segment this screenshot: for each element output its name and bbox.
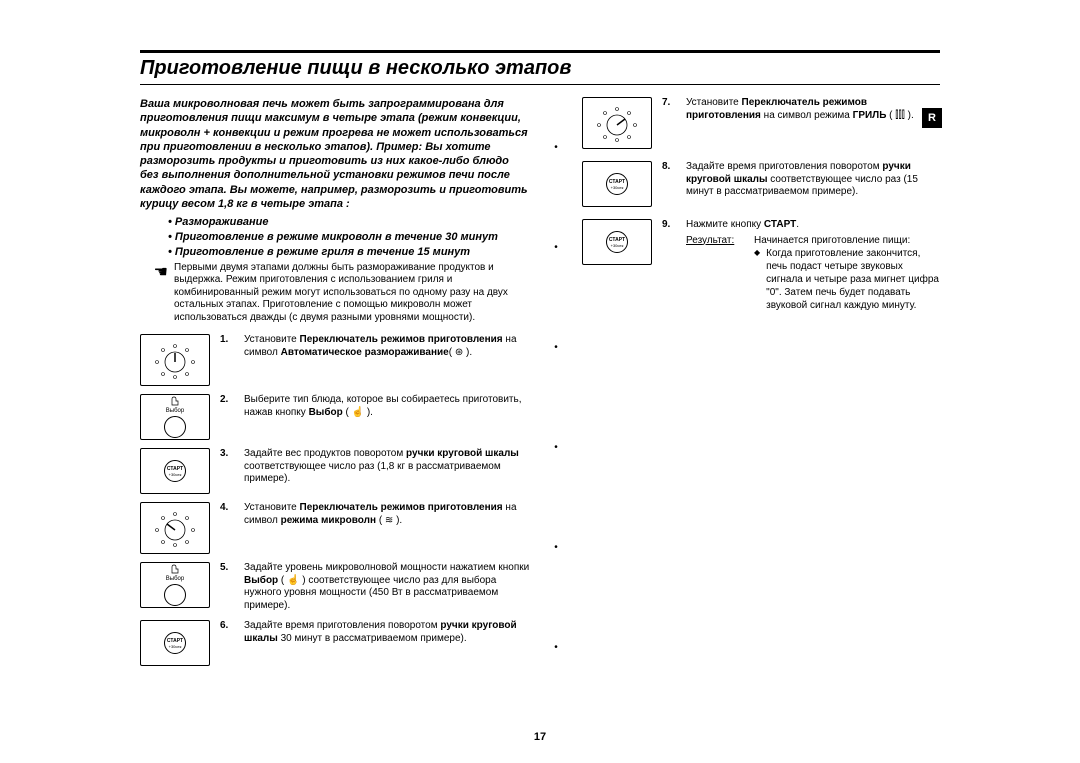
step-7-row: 7. Установите Переключатель режимов приг… <box>582 97 940 149</box>
note-row: ☚ Первыми двумя этапами должны быть разм… <box>140 262 530 325</box>
dial-icon <box>140 334 210 386</box>
step-text: Задайте вес продуктов поворотом ручки кр… <box>244 448 530 486</box>
step-text: Выберите тип блюда, которое вы собираете… <box>244 394 530 419</box>
start-circle: СТАРТ +30сек <box>606 231 628 253</box>
dot-icon: • <box>554 542 558 553</box>
finger-icon <box>168 564 182 574</box>
intro-paragraph: Ваша микроволновая печь может быть запро… <box>140 97 530 211</box>
dot-icon: • <box>554 342 558 353</box>
step-text: Нажмите кнопку СТАРТ. <box>686 219 940 232</box>
step-text: Установите Переключатель режимов пригото… <box>244 502 530 527</box>
step-text: Установите Переключатель режимов пригото… <box>244 334 530 359</box>
note-text: Первыми двумя этапами должны быть размор… <box>174 262 530 325</box>
step-text: Задайте время приготовления поворотом ру… <box>686 161 940 199</box>
bullet-microwave: Приготовление в режиме микроволн в течен… <box>168 230 530 245</box>
step-number: 2. <box>220 394 234 405</box>
diamond-icon: ◆ <box>754 247 760 312</box>
stage-bullets: Размораживание Приготовление в режиме ми… <box>140 215 530 260</box>
result-row: Результат: Начинается приготовление пищи… <box>686 234 940 312</box>
result-line1: Начинается приготовление пищи: <box>754 234 940 247</box>
step-4-row: 4. Установите Переключатель режимов приг… <box>140 502 530 554</box>
step-text: Задайте время приготовления поворотом ру… <box>244 620 530 645</box>
start-circle: СТАРТ +30сек <box>606 173 628 195</box>
title-section: Приготовление пищи в несколько этапов <box>140 50 940 85</box>
result-body: Начинается приготовление пищи: ◆ Когда п… <box>754 234 940 312</box>
step-number: 3. <box>220 448 234 459</box>
circle-button <box>164 416 186 438</box>
result-label: Результат: <box>686 234 746 312</box>
thirty-label: +30сек <box>611 243 624 248</box>
bullet-grill: Приготовление в режиме гриля в течение 1… <box>168 245 530 260</box>
connector-dots: • • • • • • <box>550 97 562 697</box>
left-steps: 1. Установите Переключатель режимов приг… <box>140 334 530 666</box>
thirty-label: +30сек <box>169 472 182 477</box>
step-5-row: Выбор 5. Задайте уровень микроволновой м… <box>140 562 530 612</box>
dot-icon: • <box>554 242 558 253</box>
dot-icon: • <box>554 442 558 453</box>
step-9-row: СТАРТ +30сек 9. Нажмите кнопку СТАРТ. Ре… <box>582 219 940 312</box>
circle-button <box>164 584 186 606</box>
start-button-icon: СТАРТ +30сек <box>582 161 652 207</box>
select-label: Выбор <box>166 408 184 414</box>
step-number: 9. <box>662 219 676 230</box>
step-number: 7. <box>662 97 676 108</box>
step-text: Установите Переключатель режимов пригото… <box>686 97 940 122</box>
step-text: Задайте уровень микроволновой мощности н… <box>244 562 530 612</box>
mode-dial-svg <box>145 340 205 380</box>
step-2-row: Выбор 2. Выберите тип блюда, которое вы … <box>140 394 530 440</box>
right-steps: 7. Установите Переключатель режимов приг… <box>582 97 940 312</box>
step-number: 5. <box>220 562 234 573</box>
select-button-icon: Выбор <box>140 562 210 608</box>
step-6-row: СТАРТ +30сек 6. Задайте время приготовле… <box>140 620 530 666</box>
step-8-row: СТАРТ +30сек 8. Задайте время приготовле… <box>582 161 940 207</box>
dial-icon <box>140 502 210 554</box>
pointing-hand-icon: ☚ <box>140 262 168 325</box>
thirty-label: +30сек <box>169 644 182 649</box>
step-number: 1. <box>220 334 234 345</box>
step-3-row: СТАРТ +30сек 3. Задайте вес продуктов по… <box>140 448 530 494</box>
step-number: 6. <box>220 620 234 631</box>
result-line2: Когда приготовление закончится, печь под… <box>766 247 940 312</box>
right-column: 7. Установите Переключатель режимов приг… <box>582 97 940 697</box>
bullet-defrost: Размораживание <box>168 215 530 230</box>
step-9-body: Нажмите кнопку СТАРТ. Результат: Начинае… <box>686 219 940 312</box>
start-button-icon: СТАРТ +30сек <box>140 620 210 666</box>
page-number: 17 <box>534 731 546 743</box>
mode-dial-svg <box>587 103 647 143</box>
start-button-icon: СТАРТ +30сек <box>140 448 210 494</box>
dot-icon: • <box>554 142 558 153</box>
side-tab: R <box>922 108 942 128</box>
dial-icon <box>582 97 652 149</box>
page-title: Приготовление пищи в несколько этапов <box>140 57 940 80</box>
step-1-row: 1. Установите Переключатель режимов приг… <box>140 334 530 386</box>
select-label: Выбор <box>166 576 184 582</box>
select-button-icon: Выбор <box>140 394 210 440</box>
step-number: 8. <box>662 161 676 172</box>
left-column: Ваша микроволновая печь может быть запро… <box>140 97 530 697</box>
dot-icon: • <box>554 642 558 653</box>
result-detail: ◆ Когда приготовление закончится, печь п… <box>754 247 940 312</box>
start-circle: СТАРТ +30сек <box>164 460 186 482</box>
content-columns: Ваша микроволновая печь может быть запро… <box>140 97 940 697</box>
thirty-label: +30сек <box>611 185 624 190</box>
finger-icon <box>168 396 182 406</box>
start-circle: СТАРТ +30сек <box>164 632 186 654</box>
step-number: 4. <box>220 502 234 513</box>
start-button-icon: СТАРТ +30сек <box>582 219 652 265</box>
mode-dial-svg <box>145 508 205 548</box>
